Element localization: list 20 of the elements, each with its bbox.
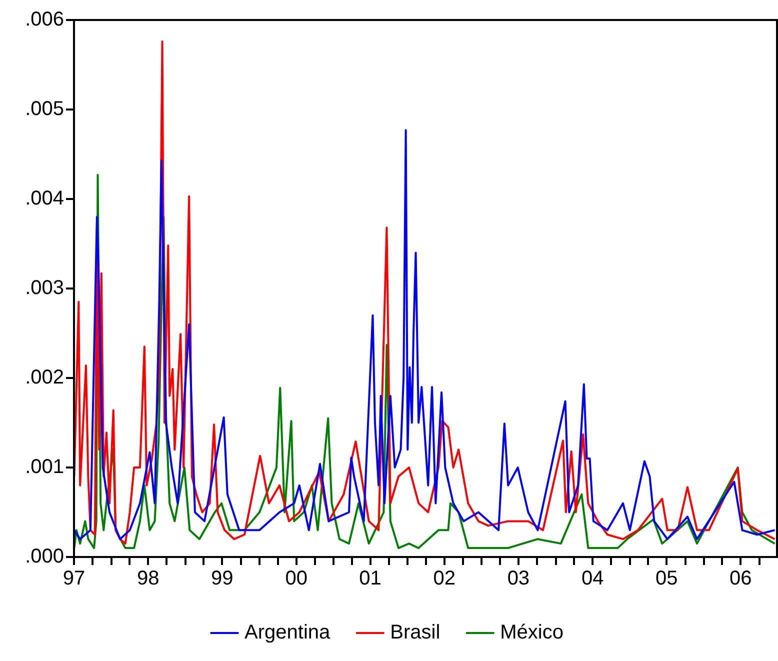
- x-tick-label: 03: [507, 568, 530, 590]
- x-tick-label: 00: [285, 568, 308, 590]
- x-tick-label: 06: [730, 568, 752, 590]
- y-tick-label: .000: [25, 546, 64, 568]
- y-tick-label: .002: [25, 366, 64, 389]
- x-tick-label: 02: [433, 568, 456, 590]
- x-tick-label: 01: [359, 568, 382, 590]
- legend-label: Argentina: [244, 622, 332, 644]
- x-tick-label: 05: [655, 568, 678, 590]
- y-tick-label: .005: [25, 98, 64, 120]
- x-tick-label: 04: [581, 568, 604, 590]
- y-tick-label: .001: [25, 456, 64, 478]
- y-tick-label: .004: [25, 188, 64, 210]
- y-tick-label: .006: [25, 8, 64, 31]
- x-tick-label: 98: [136, 568, 160, 590]
- x-tick-label: 99: [211, 568, 234, 590]
- x-tick-label: 97: [62, 568, 86, 590]
- legend-label: Brasil: [390, 622, 440, 644]
- legend-label: México: [500, 622, 564, 644]
- y-tick-label: .003: [25, 277, 64, 300]
